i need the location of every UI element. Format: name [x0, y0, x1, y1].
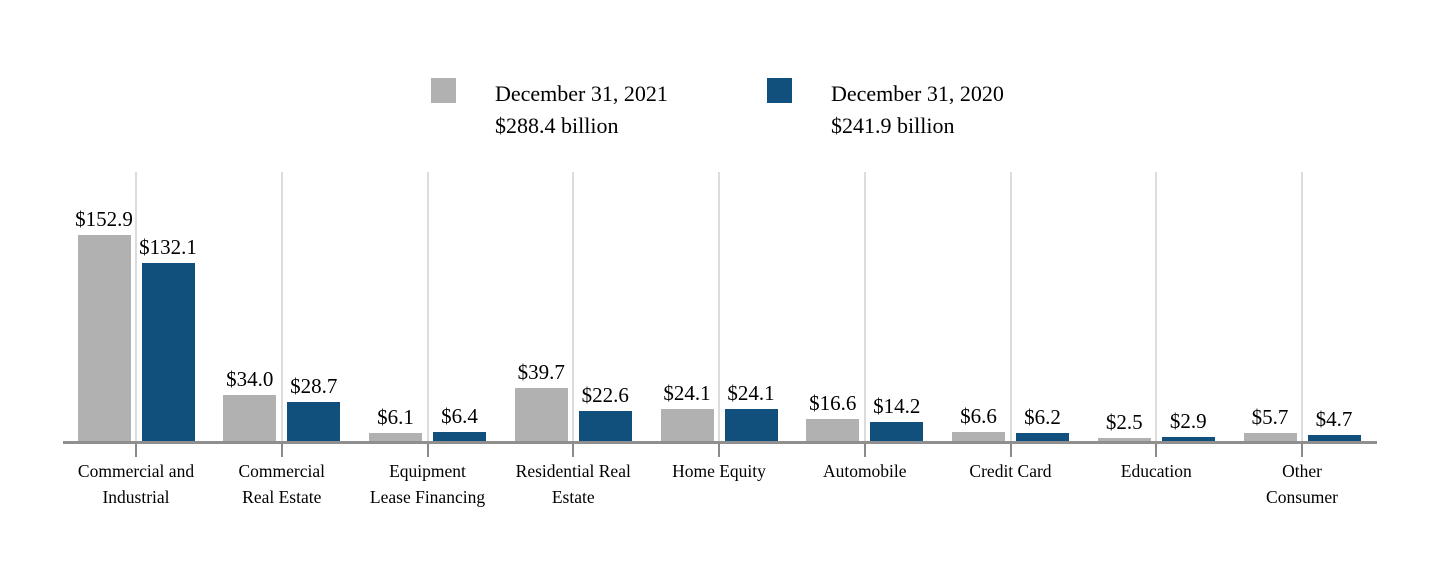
gridline [572, 172, 575, 441]
category-label: Education [1120, 461, 1192, 481]
bar-value-label: $6.2 [1024, 405, 1061, 429]
bar-value-label: $6.4 [441, 404, 478, 428]
x-axis-line [63, 441, 1377, 444]
category-label: Other [1282, 461, 1322, 481]
gridline [718, 172, 720, 441]
category-label: Consumer [1266, 487, 1338, 507]
bar-dec-31-2021 [369, 433, 422, 441]
category-label: Equipment [389, 461, 466, 481]
bar-value-label: $132.1 [139, 235, 197, 259]
bar-value-label: $4.7 [1315, 407, 1353, 431]
bar-value-label: $6.1 [377, 405, 414, 429]
category-label: Estate [551, 487, 595, 507]
category-label: Real Estate [242, 487, 322, 507]
gridline [426, 172, 429, 441]
gridline [1301, 172, 1303, 441]
bar-value-label: $152.9 [75, 207, 133, 231]
gridline [1155, 172, 1158, 441]
bar-value-label: $34.0 [226, 367, 274, 391]
axis-tick [718, 444, 720, 457]
legend-total-2021: $288.4 billion [495, 113, 619, 138]
bar-dec-31-2021 [952, 432, 1005, 441]
bar-dec-31-2020 [287, 402, 341, 441]
bar-dec-31-2020 [724, 409, 778, 441]
bar-dec-31-2020 [141, 263, 195, 441]
bar-dec-31-2021 [77, 235, 131, 441]
category-label: Commercial and [77, 461, 195, 481]
bar-value-label: $16.6 [809, 391, 857, 415]
bar-dec-31-2021 [223, 395, 277, 441]
category-label: Home Equity [672, 461, 766, 481]
bar-value-label: $2.5 [1105, 410, 1143, 434]
bar-value-label: $39.7 [517, 360, 565, 384]
gridline [1009, 172, 1012, 441]
category-label: Commercial [238, 461, 325, 481]
bar-value-label: $2.9 [1169, 409, 1207, 433]
gridline [863, 172, 866, 441]
bar-dec-31-2021 [806, 419, 860, 441]
legend-swatch-2020 [767, 78, 792, 103]
axis-tick [572, 444, 575, 457]
legend-label-2021: December 31, 2021 [495, 81, 668, 106]
legend-total-2020: $241.9 billion [831, 113, 955, 138]
bar-value-label: $24.1 [663, 381, 711, 405]
bar-dec-31-2020 [870, 422, 924, 441]
bar-dec-31-2021 [1097, 438, 1151, 441]
category-label: Lease Financing [369, 487, 486, 507]
bar-value-label: $6.6 [960, 404, 997, 428]
legend-item-2021: December 31, 2021 $288.4 billion [431, 78, 668, 142]
axis-tick [863, 444, 866, 457]
gridline [135, 172, 137, 441]
bar-dec-31-2020 [1161, 437, 1215, 441]
bar-value-label: $5.7 [1251, 405, 1289, 429]
bar-dec-31-2020 [578, 411, 632, 441]
bar-dec-31-2020 [1016, 433, 1069, 441]
category-label: Credit Card [969, 461, 1052, 481]
legend-swatch-2021 [431, 78, 456, 103]
bar-dec-31-2021 [1243, 433, 1297, 441]
axis-tick [135, 444, 137, 457]
axis-tick [426, 444, 429, 457]
bar-dec-31-2021 [514, 388, 568, 441]
category-label: Industrial [102, 487, 170, 507]
bar-value-label: $14.2 [873, 394, 921, 418]
bar-value-label: $28.7 [290, 374, 338, 398]
axis-tick [1301, 444, 1303, 457]
bar-dec-31-2021 [660, 409, 714, 441]
axis-tick [1155, 444, 1158, 457]
bar-value-label: $24.1 [727, 381, 775, 405]
legend-label-2020: December 31, 2020 [831, 81, 1004, 106]
category-label: Residential Real [515, 461, 631, 481]
axis-tick [280, 444, 283, 457]
bar-value-label: $22.6 [581, 383, 629, 407]
bar-dec-31-2020 [1307, 435, 1361, 441]
category-label: Automobile [822, 461, 907, 481]
axis-tick [1009, 444, 1012, 457]
gridline [280, 172, 283, 441]
legend-item-2020: December 31, 2020 $241.9 billion [767, 78, 1004, 142]
bar-dec-31-2020 [433, 432, 486, 441]
